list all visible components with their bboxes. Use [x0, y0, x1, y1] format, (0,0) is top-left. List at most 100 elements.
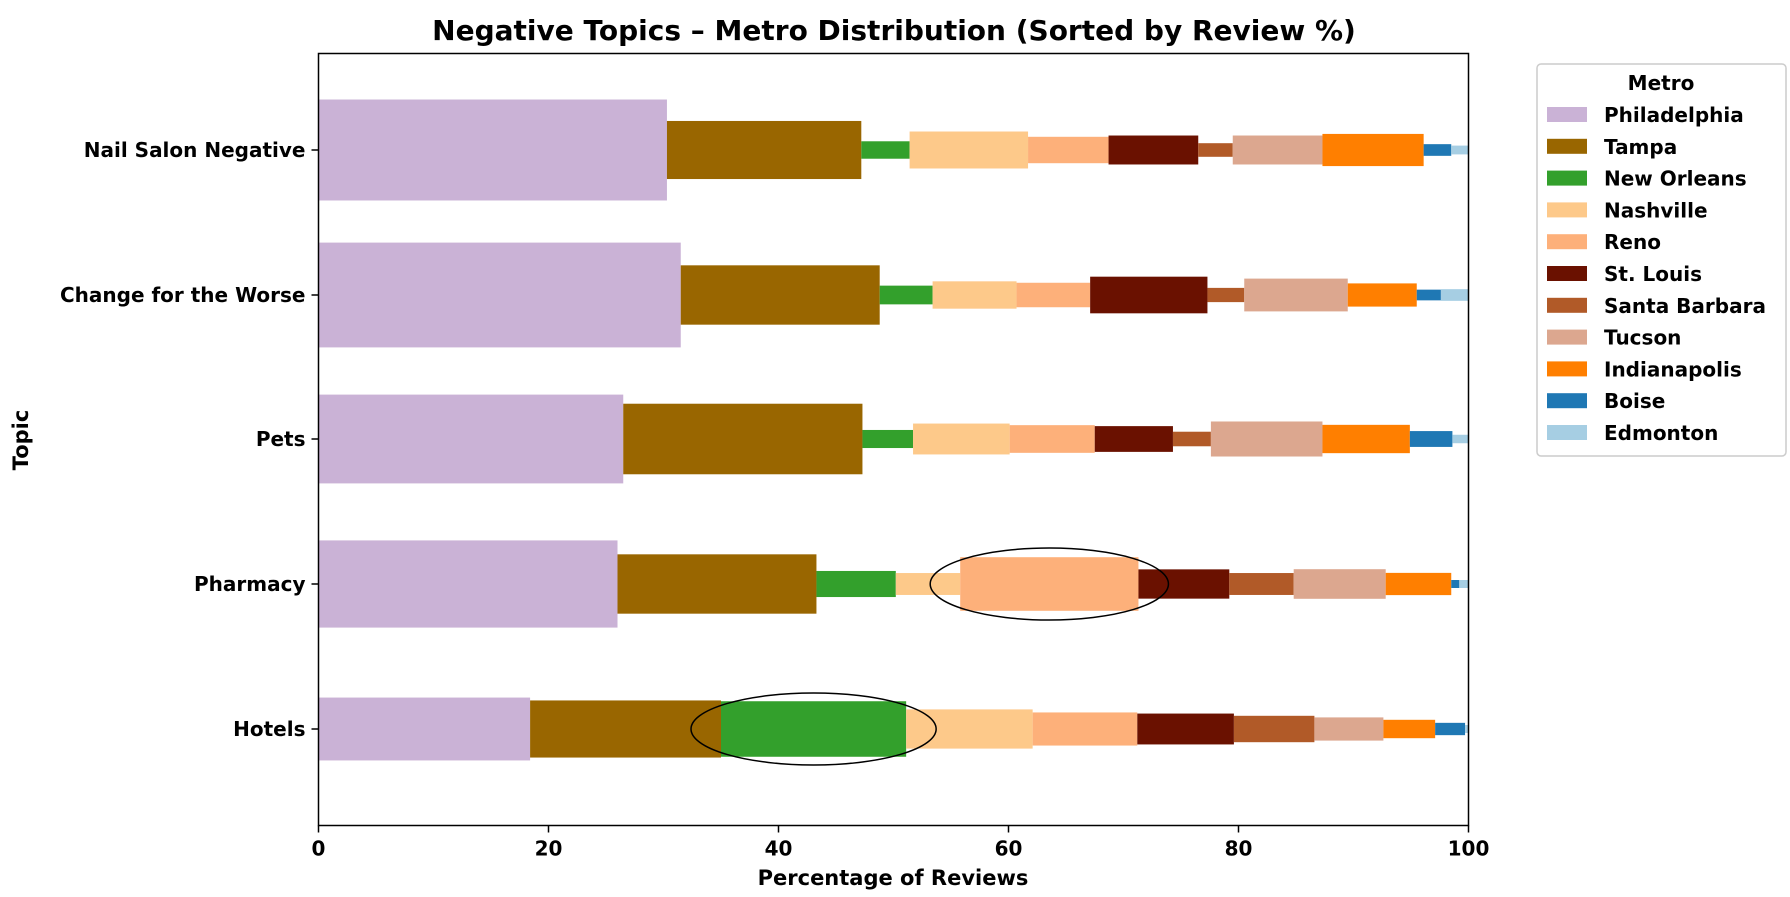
bar-tucson-1 — [1244, 278, 1348, 312]
bar-reno-3 — [960, 557, 1139, 611]
bar-philadelphia-1 — [318, 242, 681, 348]
bar-philadelphia-4 — [318, 697, 531, 761]
y-axis-label: Topic — [9, 410, 33, 471]
bar-tucson-0 — [1232, 135, 1323, 165]
legend-swatch — [1547, 393, 1587, 409]
legend-swatch — [1547, 329, 1587, 345]
bar-new-orleans-4 — [721, 701, 907, 757]
x-tick-label: 60 — [995, 837, 1023, 861]
y-tick-label: Pharmacy — [194, 572, 305, 596]
x-tick-label: 80 — [1225, 837, 1253, 861]
legend-label: Philadelphia — [1604, 103, 1744, 127]
bar-st-louis-2 — [1094, 426, 1173, 452]
annotation-ellipse-0 — [929, 547, 1170, 621]
bar-edmonton-4 — [1465, 725, 1469, 733]
bar-st-louis-3 — [1138, 569, 1230, 599]
legend-label: New Orleans — [1604, 167, 1747, 191]
legend-swatch — [1547, 234, 1587, 250]
bar-indianapolis-1 — [1347, 283, 1417, 307]
y-tick-label: Nail Salon Negative — [84, 138, 306, 162]
bar-tampa-4 — [530, 700, 721, 758]
bar-indianapolis-0 — [1322, 133, 1424, 167]
bar-santa-barbara-3 — [1229, 573, 1294, 595]
bar-reno-0 — [1028, 136, 1109, 164]
y-tick-label: Pets — [256, 427, 306, 451]
legend-label: Indianapolis — [1604, 357, 1742, 381]
x-tick-label: 20 — [535, 837, 563, 861]
bar-boise-2 — [1409, 431, 1453, 447]
legend-swatch — [1547, 266, 1587, 281]
bar-edmonton-2 — [1452, 434, 1469, 444]
bar-philadelphia-3 — [318, 540, 618, 628]
bar-new-orleans-3 — [816, 570, 896, 598]
bar-reno-1 — [1016, 282, 1091, 308]
legend-label: Nashville — [1604, 198, 1708, 222]
legend-swatch — [1547, 361, 1587, 377]
legend-swatch — [1547, 297, 1587, 313]
bar-reno-2 — [1009, 425, 1095, 453]
legend-label: St. Louis — [1604, 262, 1702, 286]
bar-indianapolis-3 — [1385, 572, 1452, 596]
bar-nashville-0 — [909, 131, 1029, 169]
bar-tampa-0 — [666, 120, 862, 180]
bar-edmonton-3 — [1459, 580, 1469, 588]
bar-st-louis-4 — [1137, 713, 1234, 745]
bar-reno-4 — [1032, 712, 1138, 746]
legend-label: Boise — [1604, 389, 1665, 413]
legend-label: Tucson — [1604, 326, 1681, 350]
bar-santa-barbara-1 — [1207, 287, 1245, 303]
legend-frame — [1536, 63, 1787, 457]
x-tick-label: 40 — [765, 837, 793, 861]
bar-santa-barbara-0 — [1198, 143, 1233, 157]
bar-indianapolis-2 — [1322, 424, 1410, 454]
legend-title: Metro — [1628, 71, 1695, 95]
x-axis: 0 20 40 60 80 100 — [312, 825, 1490, 861]
bar-santa-barbara-2 — [1172, 431, 1211, 447]
legend-swatch — [1547, 138, 1587, 154]
bar-boise-3 — [1451, 580, 1460, 588]
bar-nashville-2 — [913, 423, 1010, 455]
chart-title: Negative Topics – Metro Distribution (So… — [432, 14, 1356, 47]
legend: Metro Philadelphia Tampa New Orleans Nashvi… — [1536, 63, 1787, 457]
bar-edmonton-1 — [1440, 289, 1469, 301]
legend-label: Edmonton — [1604, 421, 1718, 445]
bar-st-louis-1 — [1090, 276, 1208, 314]
bar-nashville-4 — [906, 709, 1033, 749]
bar-st-louis-0 — [1108, 135, 1199, 165]
x-tick-label: 100 — [1448, 837, 1490, 861]
bars-layer — [318, 99, 1469, 761]
annotation-ellipse-1 — [690, 692, 937, 766]
y-axis: Nail Salon Negative Change for the Worse P… — [60, 138, 319, 741]
bar-santa-barbara-4 — [1233, 715, 1315, 743]
bar-new-orleans-0 — [861, 141, 910, 159]
bar-boise-1 — [1416, 289, 1441, 301]
legend-label: Tampa — [1604, 135, 1677, 159]
x-tick-label: 0 — [312, 837, 326, 861]
annotation-layer — [690, 547, 1170, 766]
bar-nashville-1 — [932, 281, 1017, 309]
bar-tampa-3 — [617, 554, 817, 614]
legend-label: Santa Barbara — [1604, 294, 1766, 318]
legend-swatch — [1547, 425, 1587, 440]
bar-tucson-4 — [1314, 717, 1384, 741]
legend-swatch — [1547, 107, 1587, 122]
bar-boise-4 — [1435, 722, 1466, 736]
legend-swatch — [1547, 170, 1587, 186]
bar-new-orleans-2 — [862, 429, 914, 449]
bar-new-orleans-1 — [879, 285, 933, 305]
bar-tampa-1 — [680, 265, 880, 325]
bar-philadelphia-2 — [318, 394, 624, 484]
bar-indianapolis-4 — [1383, 719, 1436, 739]
bar-tucson-3 — [1293, 569, 1386, 599]
y-tick-label: Hotels — [233, 717, 305, 741]
legend-items: Philadelphia Tampa New Orleans Nashville Ren… — [1547, 103, 1766, 445]
bar-tampa-2 — [623, 403, 863, 475]
bar-philadelphia-0 — [318, 99, 667, 201]
bar-tucson-2 — [1210, 421, 1323, 457]
bar-nashville-3 — [895, 573, 961, 595]
bar-boise-0 — [1423, 144, 1452, 156]
legend-label: Reno — [1604, 230, 1661, 254]
legend-swatch — [1547, 202, 1587, 218]
y-tick-label: Change for the Worse — [60, 283, 306, 307]
